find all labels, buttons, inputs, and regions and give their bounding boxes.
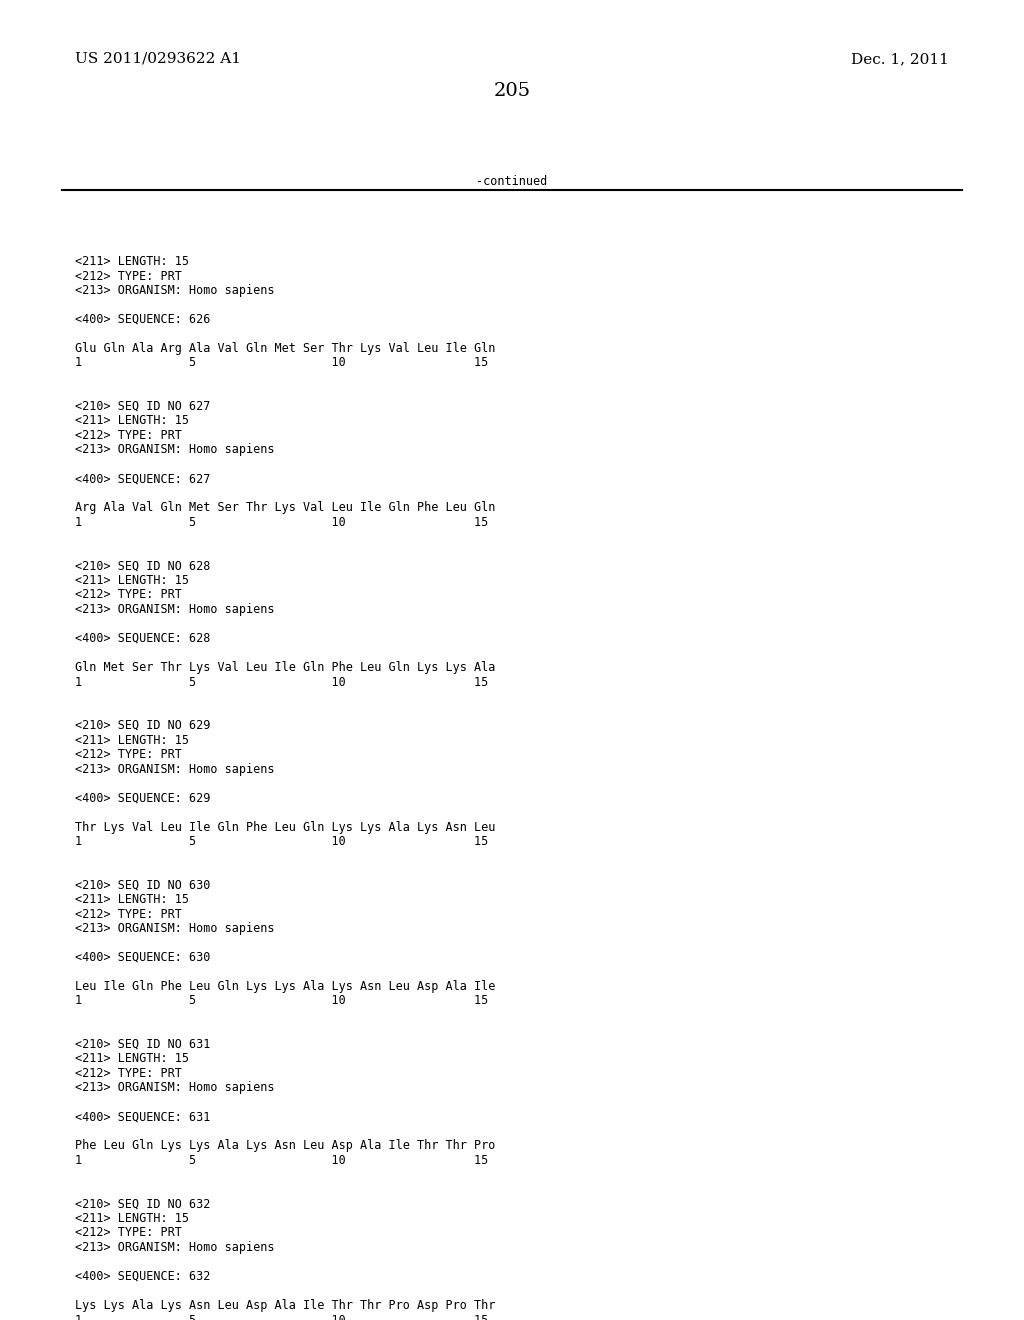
- Text: Glu Gln Ala Arg Ala Val Gln Met Ser Thr Lys Val Leu Ile Gln: Glu Gln Ala Arg Ala Val Gln Met Ser Thr …: [75, 342, 496, 355]
- Text: <211> LENGTH: 15: <211> LENGTH: 15: [75, 1052, 189, 1065]
- Text: <213> ORGANISM: Homo sapiens: <213> ORGANISM: Homo sapiens: [75, 1241, 274, 1254]
- Text: <213> ORGANISM: Homo sapiens: <213> ORGANISM: Homo sapiens: [75, 603, 274, 616]
- Text: <213> ORGANISM: Homo sapiens: <213> ORGANISM: Homo sapiens: [75, 921, 274, 935]
- Text: Gln Met Ser Thr Lys Val Leu Ile Gln Phe Leu Gln Lys Lys Ala: Gln Met Ser Thr Lys Val Leu Ile Gln Phe …: [75, 661, 496, 675]
- Text: US 2011/0293622 A1: US 2011/0293622 A1: [75, 51, 241, 66]
- Text: <400> SEQUENCE: 627: <400> SEQUENCE: 627: [75, 473, 210, 486]
- Text: Leu Ile Gln Phe Leu Gln Lys Lys Ala Lys Asn Leu Asp Ala Ile: Leu Ile Gln Phe Leu Gln Lys Lys Ala Lys …: [75, 979, 496, 993]
- Text: Phe Leu Gln Lys Lys Ala Lys Asn Leu Asp Ala Ile Thr Thr Pro: Phe Leu Gln Lys Lys Ala Lys Asn Leu Asp …: [75, 1139, 496, 1152]
- Text: Thr Lys Val Leu Ile Gln Phe Leu Gln Lys Lys Ala Lys Asn Leu: Thr Lys Val Leu Ile Gln Phe Leu Gln Lys …: [75, 821, 496, 833]
- Text: 1               5                   10                  15: 1 5 10 15: [75, 1313, 488, 1320]
- Text: 1               5                   10                  15: 1 5 10 15: [75, 676, 488, 689]
- Text: <212> TYPE: PRT: <212> TYPE: PRT: [75, 1226, 182, 1239]
- Text: <210> SEQ ID NO 627: <210> SEQ ID NO 627: [75, 400, 210, 413]
- Text: <212> TYPE: PRT: <212> TYPE: PRT: [75, 908, 182, 920]
- Text: <210> SEQ ID NO 630: <210> SEQ ID NO 630: [75, 879, 210, 891]
- Text: <211> LENGTH: 15: <211> LENGTH: 15: [75, 574, 189, 587]
- Text: Arg Ala Val Gln Met Ser Thr Lys Val Leu Ile Gln Phe Leu Gln: Arg Ala Val Gln Met Ser Thr Lys Val Leu …: [75, 502, 496, 515]
- Text: <210> SEQ ID NO 628: <210> SEQ ID NO 628: [75, 560, 210, 573]
- Text: <400> SEQUENCE: 626: <400> SEQUENCE: 626: [75, 313, 210, 326]
- Text: Lys Lys Ala Lys Asn Leu Asp Ala Ile Thr Thr Pro Asp Pro Thr: Lys Lys Ala Lys Asn Leu Asp Ala Ile Thr …: [75, 1299, 496, 1312]
- Text: 205: 205: [494, 82, 530, 100]
- Text: <400> SEQUENCE: 630: <400> SEQUENCE: 630: [75, 950, 210, 964]
- Text: Dec. 1, 2011: Dec. 1, 2011: [851, 51, 949, 66]
- Text: <212> TYPE: PRT: <212> TYPE: PRT: [75, 1067, 182, 1080]
- Text: <212> TYPE: PRT: <212> TYPE: PRT: [75, 748, 182, 762]
- Text: <211> LENGTH: 15: <211> LENGTH: 15: [75, 255, 189, 268]
- Text: 1               5                   10                  15: 1 5 10 15: [75, 516, 488, 529]
- Text: <213> ORGANISM: Homo sapiens: <213> ORGANISM: Homo sapiens: [75, 444, 274, 457]
- Text: <211> LENGTH: 15: <211> LENGTH: 15: [75, 1212, 189, 1225]
- Text: <212> TYPE: PRT: <212> TYPE: PRT: [75, 269, 182, 282]
- Text: <212> TYPE: PRT: <212> TYPE: PRT: [75, 589, 182, 602]
- Text: 1               5                   10                  15: 1 5 10 15: [75, 836, 488, 847]
- Text: <210> SEQ ID NO 629: <210> SEQ ID NO 629: [75, 719, 210, 733]
- Text: <210> SEQ ID NO 632: <210> SEQ ID NO 632: [75, 1197, 210, 1210]
- Text: <212> TYPE: PRT: <212> TYPE: PRT: [75, 429, 182, 442]
- Text: <213> ORGANISM: Homo sapiens: <213> ORGANISM: Homo sapiens: [75, 1081, 274, 1094]
- Text: 1               5                   10                  15: 1 5 10 15: [75, 1154, 488, 1167]
- Text: <213> ORGANISM: Homo sapiens: <213> ORGANISM: Homo sapiens: [75, 284, 274, 297]
- Text: <400> SEQUENCE: 628: <400> SEQUENCE: 628: [75, 632, 210, 645]
- Text: <213> ORGANISM: Homo sapiens: <213> ORGANISM: Homo sapiens: [75, 763, 274, 776]
- Text: <400> SEQUENCE: 631: <400> SEQUENCE: 631: [75, 1110, 210, 1123]
- Text: <211> LENGTH: 15: <211> LENGTH: 15: [75, 734, 189, 747]
- Text: <400> SEQUENCE: 632: <400> SEQUENCE: 632: [75, 1270, 210, 1283]
- Text: <400> SEQUENCE: 629: <400> SEQUENCE: 629: [75, 792, 210, 804]
- Text: <210> SEQ ID NO 631: <210> SEQ ID NO 631: [75, 1038, 210, 1051]
- Text: <211> LENGTH: 15: <211> LENGTH: 15: [75, 414, 189, 428]
- Text: -continued: -continued: [476, 176, 548, 187]
- Text: 1               5                   10                  15: 1 5 10 15: [75, 356, 488, 370]
- Text: 1               5                   10                  15: 1 5 10 15: [75, 994, 488, 1007]
- Text: <211> LENGTH: 15: <211> LENGTH: 15: [75, 894, 189, 906]
